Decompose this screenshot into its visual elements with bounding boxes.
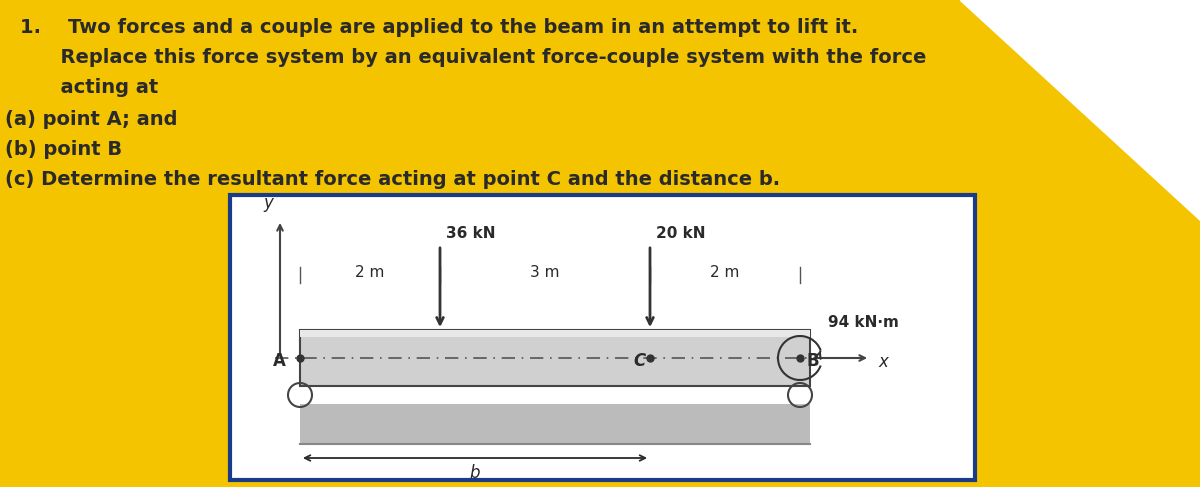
Text: 36 kN: 36 kN xyxy=(446,226,496,241)
Text: 3 m: 3 m xyxy=(530,265,559,280)
Polygon shape xyxy=(960,0,1200,220)
Bar xyxy=(230,195,974,480)
Text: b: b xyxy=(469,464,480,482)
Text: (c) Determine the resultant force acting at point C and the distance b.: (c) Determine the resultant force acting… xyxy=(5,170,780,189)
Text: C: C xyxy=(634,352,646,370)
Text: acting at: acting at xyxy=(20,78,158,97)
Text: B: B xyxy=(806,352,818,370)
Text: Replace this force system by an equivalent force-couple system with the force: Replace this force system by an equivale… xyxy=(20,48,926,67)
Text: 1.    Two forces and a couple are applied to the beam in an attempt to lift it.: 1. Two forces and a couple are applied t… xyxy=(20,18,858,37)
Bar xyxy=(300,330,810,386)
Text: 2 m: 2 m xyxy=(355,265,385,280)
Text: (a) point A; and: (a) point A; and xyxy=(5,110,178,129)
Text: x: x xyxy=(878,353,888,371)
Text: A: A xyxy=(274,352,286,370)
Text: 2 m: 2 m xyxy=(710,265,739,280)
Text: (b) point B: (b) point B xyxy=(5,140,122,159)
Text: 94 kN·m: 94 kN·m xyxy=(828,315,899,330)
Text: 20 kN: 20 kN xyxy=(656,226,706,241)
Text: y: y xyxy=(263,194,272,212)
Bar xyxy=(300,330,810,337)
Bar xyxy=(300,404,810,444)
